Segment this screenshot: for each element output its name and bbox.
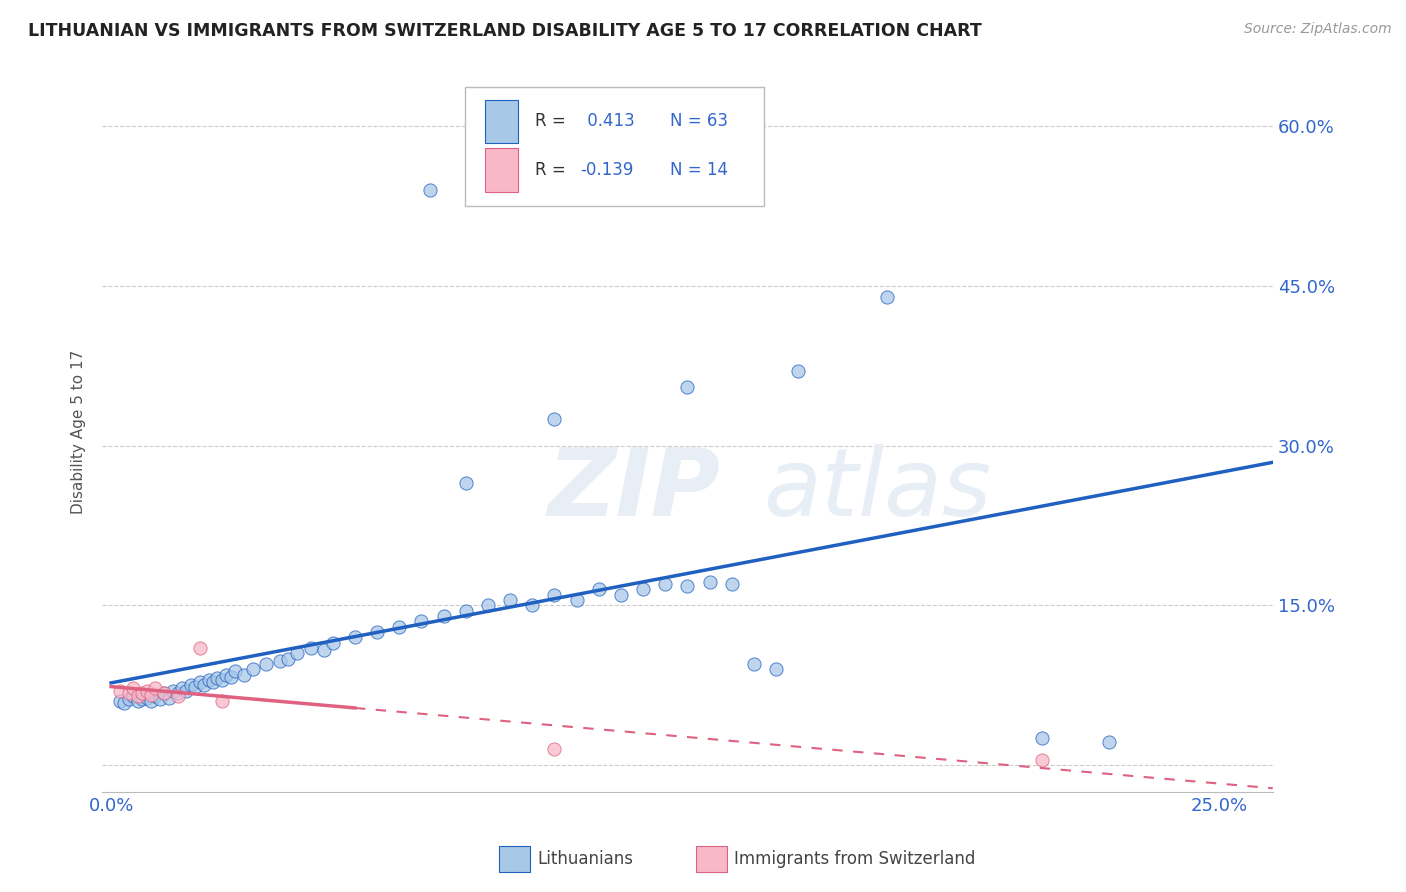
Point <box>269 654 291 668</box>
Point <box>135 683 157 698</box>
FancyBboxPatch shape <box>465 87 763 206</box>
Text: R =: R = <box>536 112 571 130</box>
Y-axis label: Disability Age 5 to 17: Disability Age 5 to 17 <box>72 351 86 515</box>
Point <box>454 475 477 490</box>
Point <box>322 635 344 649</box>
Point <box>184 681 207 695</box>
Text: Lithuanians: Lithuanians <box>537 850 633 868</box>
Text: ZIP: ZIP <box>547 444 720 536</box>
Point <box>188 675 211 690</box>
Point <box>631 582 654 597</box>
Point <box>153 686 176 700</box>
Point <box>676 380 699 394</box>
Point <box>122 681 145 696</box>
Point <box>876 289 898 303</box>
Point <box>153 686 176 700</box>
Point <box>699 574 721 589</box>
Text: -0.139: -0.139 <box>579 161 633 179</box>
Point <box>207 671 229 685</box>
Point <box>131 686 153 700</box>
Point <box>477 599 499 613</box>
Point <box>742 657 765 671</box>
Point <box>215 667 238 681</box>
Point <box>188 640 211 655</box>
Point <box>211 673 233 687</box>
Point <box>108 683 131 698</box>
Point <box>135 691 157 706</box>
Point <box>721 577 744 591</box>
Point <box>411 615 433 629</box>
Point <box>765 662 787 676</box>
Point <box>118 686 141 700</box>
Point <box>180 678 202 692</box>
Point <box>676 579 699 593</box>
Point <box>131 692 153 706</box>
Point <box>157 691 180 706</box>
Point <box>499 593 522 607</box>
Point <box>145 689 167 703</box>
Text: N = 63: N = 63 <box>669 112 728 130</box>
Text: N = 14: N = 14 <box>669 161 728 179</box>
Point <box>419 183 441 197</box>
Point <box>254 657 277 671</box>
Text: atlas: atlas <box>763 444 991 535</box>
Point <box>219 670 242 684</box>
Point <box>1031 731 1053 746</box>
Text: Source: ZipAtlas.com: Source: ZipAtlas.com <box>1244 22 1392 37</box>
Point <box>588 582 610 597</box>
Point <box>543 588 565 602</box>
Point <box>565 593 588 607</box>
Point <box>299 640 322 655</box>
Point <box>543 742 565 756</box>
Text: R =: R = <box>536 161 571 179</box>
Point <box>433 609 456 624</box>
Point <box>166 689 188 703</box>
Point <box>149 692 172 706</box>
Point <box>118 692 141 706</box>
Point <box>193 678 215 692</box>
Text: 0.413: 0.413 <box>582 112 636 130</box>
Point <box>343 630 366 644</box>
FancyBboxPatch shape <box>485 148 517 192</box>
Point <box>202 675 225 690</box>
Point <box>139 694 162 708</box>
Point <box>127 694 149 708</box>
Point <box>787 364 810 378</box>
Point <box>610 588 633 602</box>
Point <box>454 604 477 618</box>
Point <box>170 681 193 696</box>
Point <box>522 599 544 613</box>
Point <box>197 673 219 687</box>
Point <box>312 643 335 657</box>
Point <box>366 625 388 640</box>
Point <box>224 665 246 679</box>
Point <box>543 412 565 426</box>
Text: LITHUANIAN VS IMMIGRANTS FROM SWITZERLAND DISABILITY AGE 5 TO 17 CORRELATION CHA: LITHUANIAN VS IMMIGRANTS FROM SWITZERLAN… <box>28 22 981 40</box>
Point <box>162 683 184 698</box>
Point <box>108 694 131 708</box>
Point <box>277 651 299 665</box>
Point <box>127 689 149 703</box>
Point <box>1098 734 1121 748</box>
Point <box>139 688 162 702</box>
Point <box>285 646 308 660</box>
Point <box>654 577 676 591</box>
Point <box>1031 753 1053 767</box>
Text: Immigrants from Switzerland: Immigrants from Switzerland <box>734 850 976 868</box>
Point <box>233 667 256 681</box>
Point <box>211 694 233 708</box>
FancyBboxPatch shape <box>485 100 517 143</box>
Point <box>122 689 145 703</box>
Point <box>145 681 167 696</box>
Point <box>166 686 188 700</box>
Point <box>388 620 411 634</box>
Point <box>242 662 264 676</box>
Point <box>112 696 135 710</box>
Point <box>176 683 198 698</box>
